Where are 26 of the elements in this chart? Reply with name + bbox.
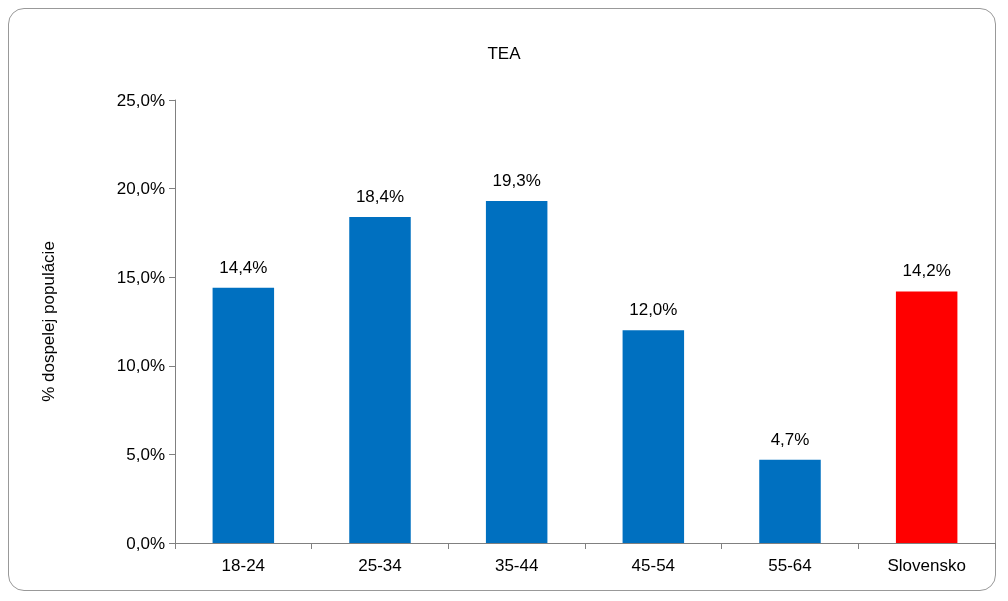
- x-tick-label: 18-24: [221, 556, 266, 575]
- x-tick-label: 55-64: [768, 556, 812, 575]
- bar: [485, 201, 548, 543]
- data-label: 19,3%: [492, 171, 541, 190]
- chart-title: TEA: [487, 44, 522, 63]
- y-tick-label: 15,0%: [116, 267, 165, 287]
- data-label: 4,7%: [770, 429, 810, 449]
- x-tick-label: 35-44: [494, 556, 539, 575]
- y-tick-label: 0,0%: [126, 533, 165, 553]
- x-tick-label: 25-34: [358, 556, 402, 575]
- bar: [622, 330, 685, 543]
- y-tick-label: 5,0%: [126, 444, 165, 464]
- data-label: 18,4%: [355, 186, 405, 206]
- bar: [895, 291, 958, 543]
- data-label: 14,2%: [902, 261, 951, 281]
- bar: [212, 287, 275, 543]
- x-tick-label: Slovensko: [887, 556, 966, 575]
- y-axis-title: % dospelej populácie: [39, 241, 58, 402]
- data-label: 14,4%: [219, 257, 268, 277]
- y-tick-label: 10,0%: [116, 356, 165, 376]
- y-tick-label: 25,0%: [116, 90, 165, 110]
- bar: [349, 216, 411, 543]
- y-tick-label: 20,0%: [116, 179, 165, 199]
- x-tick-label: 45-54: [631, 556, 676, 575]
- data-label: 12,0%: [629, 300, 678, 320]
- bar: [759, 459, 821, 543]
